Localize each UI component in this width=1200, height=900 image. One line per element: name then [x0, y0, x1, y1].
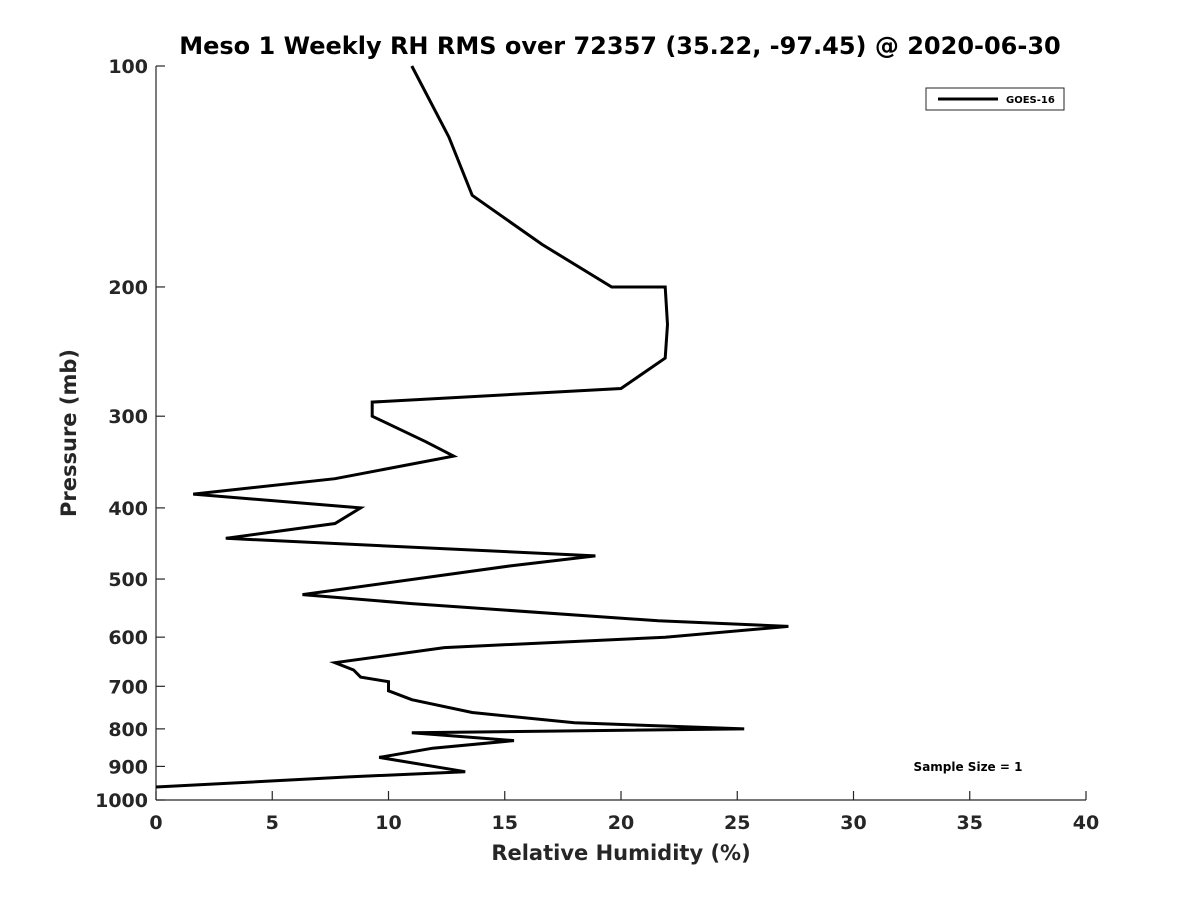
- x-tick-label: 20: [608, 812, 634, 834]
- y-tick-label: 300: [108, 406, 148, 428]
- plot-area: 0 5 10 15 20 25 30 35 40 100 200 300 400 500 600 700 80…: [95, 56, 1099, 834]
- sample-size-annotation: Sample Size = 1: [914, 760, 1023, 774]
- x-tick-label: 40: [1073, 812, 1099, 834]
- chart-title: Meso 1 Weekly RH RMS over 72357 (35.22, …: [179, 32, 1061, 60]
- y-tick-label: 400: [108, 498, 148, 520]
- y-tick-label: 900: [108, 756, 148, 778]
- x-tick-label: 10: [375, 812, 401, 834]
- y-ticks: 100 200 300 400 500 600 700 800 900 1000: [95, 56, 165, 812]
- legend-label-goes16: GOES-16: [1006, 95, 1055, 106]
- y-tick-label: 800: [108, 719, 148, 741]
- y-tick-label: 600: [108, 627, 148, 649]
- x-tick-label: 25: [724, 812, 750, 834]
- x-ticks: 0 5 10 15 20 25 30 35 40: [149, 791, 1099, 834]
- legend: GOES-16: [925, 87, 1065, 111]
- x-axis-label: Relative Humidity (%): [491, 841, 750, 865]
- x-tick-label: 35: [957, 812, 983, 834]
- series-layer: [155, 65, 789, 789]
- y-tick-label: 100: [108, 56, 148, 78]
- y-tick-label: 700: [108, 676, 148, 698]
- y-tick-label: 1000: [95, 790, 148, 812]
- x-tick-label: 5: [266, 812, 279, 834]
- x-tick-label: 0: [149, 812, 162, 834]
- series-line-0: [155, 65, 789, 789]
- x-tick-label: 30: [840, 812, 866, 834]
- y-tick-label: 500: [108, 569, 148, 591]
- x-tick-label: 15: [492, 812, 518, 834]
- y-axis-label: Pressure (mb): [57, 349, 81, 517]
- y-tick-label: 200: [108, 277, 148, 299]
